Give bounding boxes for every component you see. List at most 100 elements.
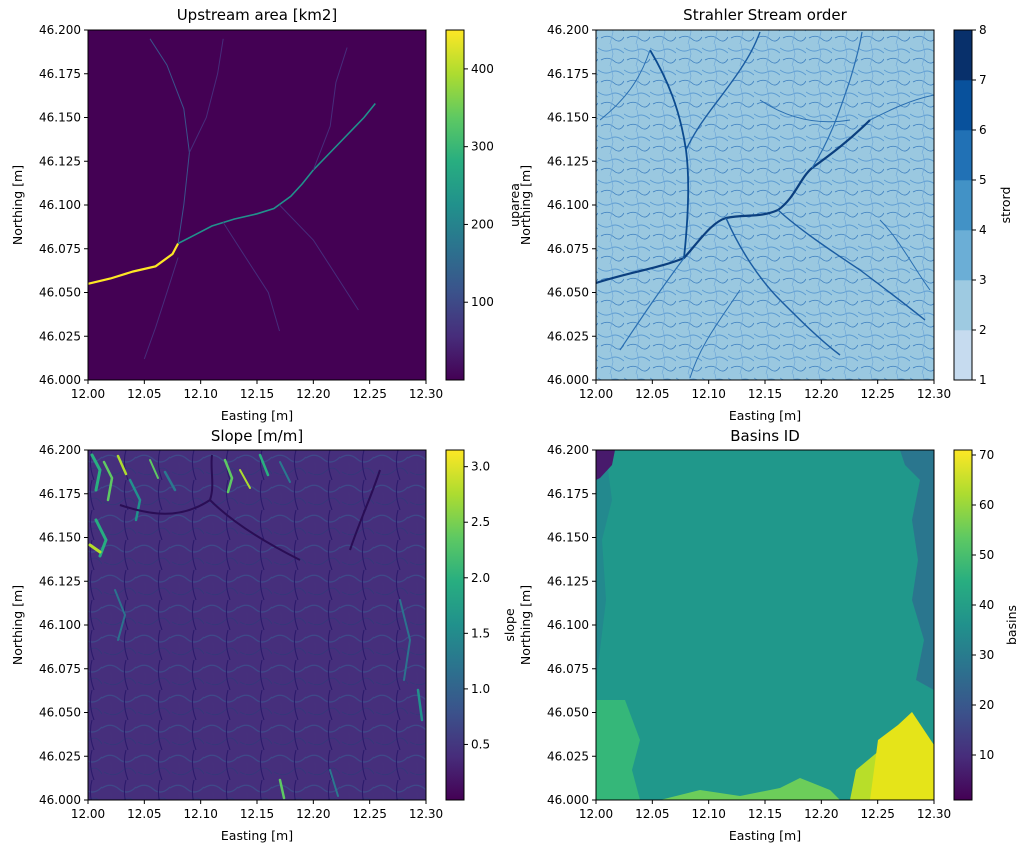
- stream-trib-sw: [143, 257, 179, 360]
- y-tick-label: 46.075: [547, 242, 589, 256]
- colorbar-tick-label: 50: [979, 548, 994, 562]
- x-tick-label: 12.30: [917, 807, 951, 821]
- panel2-ylabel: Northing [m]: [518, 165, 533, 245]
- y-tick-label: 46.000: [39, 373, 81, 387]
- x-tick-label: 12.00: [71, 807, 105, 821]
- x-tick-label: 12.00: [579, 807, 613, 821]
- y-tick-label: 46.025: [39, 329, 81, 343]
- panel1-colorbar-frame: [445, 29, 465, 381]
- stream-trib-north: [149, 38, 190, 244]
- panel-upstream-area: Upstream area [km2] 12.00 12.05 12.10 12.15…: [10, 6, 522, 423]
- basin-south: [660, 778, 840, 800]
- y-tick-label: 46.075: [39, 662, 81, 676]
- panel3-valleys: [119, 454, 381, 561]
- colorbar-tick-label: 60: [979, 498, 994, 512]
- colorbar-tick-label: 6: [979, 123, 987, 137]
- colorbar-tick-label: 100: [471, 295, 494, 309]
- panel-strahler: Strahler Stream order 12.00 12.05 12.10 12.…: [518, 6, 1013, 423]
- panel1-colorbar-label: uparea: [507, 183, 522, 227]
- panel2-xlabel: Easting [m]: [729, 408, 801, 423]
- stream-main-mid: [177, 102, 376, 245]
- panel4-y-ticks: 46.000 46.025 46.050 46.075 46.100 46.125 46.1…: [547, 443, 596, 807]
- y-tick-label: 46.050: [547, 706, 589, 720]
- y-tick-label: 46.150: [547, 111, 589, 125]
- y-tick-label: 46.175: [547, 67, 589, 81]
- x-tick-label: 12.05: [127, 387, 161, 401]
- colorbar-tick-label: 2.0: [471, 571, 490, 585]
- panel2-colorbar-ticks: 1 2 3 4 5 6 7 8: [972, 23, 987, 387]
- stream-trib-ne: [312, 47, 348, 171]
- colorbar-tick-label: 200: [471, 217, 494, 231]
- colorbar-tick-label: 70: [979, 448, 994, 462]
- x-tick-label: 12.10: [691, 807, 725, 821]
- x-tick-label: 12.15: [240, 807, 274, 821]
- panel2-colorbar-label: strord: [998, 187, 1013, 224]
- colorbar-tick-label: 4: [979, 223, 987, 237]
- y-tick-label: 46.200: [39, 443, 81, 457]
- y-tick-label: 46.025: [547, 329, 589, 343]
- stream-trib-north2: [188, 38, 224, 153]
- colorbar-tick-label: 400: [471, 62, 494, 76]
- colorbar-tick-label: 1.0: [471, 682, 490, 696]
- x-tick-label: 12.20: [296, 807, 330, 821]
- panel1-title: Upstream area [km2]: [177, 6, 338, 24]
- y-tick-label: 46.025: [547, 749, 589, 763]
- colorbar-bin: [954, 330, 972, 381]
- x-tick-label: 12.10: [691, 387, 725, 401]
- basin-nw-corner: [596, 450, 615, 480]
- colorbar-tick-label: 40: [979, 598, 994, 612]
- y-tick-label: 46.175: [39, 67, 81, 81]
- basin-se: [870, 712, 934, 800]
- y-tick-label: 46.100: [39, 198, 81, 212]
- colorbar-tick-label: 3.0: [471, 460, 490, 474]
- stream-trib-s: [222, 222, 280, 332]
- y-tick-label: 46.000: [547, 373, 589, 387]
- panel4-colorbar-label: basins: [1004, 605, 1019, 645]
- panel1-x-ticks: 12.00 12.05 12.10 12.15 12.20 12.25 12.30: [71, 380, 443, 401]
- panel2-stream-texture: [596, 30, 934, 380]
- panel4-ylabel: Northing [m]: [518, 585, 533, 665]
- panel3-texture: [88, 450, 426, 800]
- y-tick-label: 46.075: [547, 662, 589, 676]
- panel3-ylabel: Northing [m]: [10, 585, 25, 665]
- panel2-main-streams: [596, 31, 934, 379]
- y-tick-label: 46.150: [39, 531, 81, 545]
- x-tick-label: 12.10: [183, 387, 217, 401]
- y-tick-label: 46.050: [547, 286, 589, 300]
- x-tick-label: 12.20: [804, 387, 838, 401]
- panel1-xlabel: Easting [m]: [221, 408, 293, 423]
- colorbar-tick-label: 5: [979, 173, 987, 187]
- x-tick-label: 12.25: [352, 807, 386, 821]
- panel3-colorbar-ticks: 0.5 1.0 1.5 2.0 2.5 3.0: [464, 460, 490, 751]
- panel1-y-ticks: 46.000 46.025 46.050 46.075 46.100 46.125 46.1…: [39, 23, 88, 387]
- x-tick-label: 12.20: [296, 387, 330, 401]
- basin-west: [596, 450, 612, 680]
- y-tick-label: 46.000: [39, 793, 81, 807]
- panel1-streams: [87, 38, 376, 360]
- x-tick-label: 12.05: [127, 807, 161, 821]
- colorbar-tick-label: 300: [471, 140, 494, 154]
- panel4-colorbar-ticks: 10 20 30 40 50 60 70: [972, 448, 994, 762]
- y-tick-label: 46.200: [39, 23, 81, 37]
- panel4-xlabel: Easting [m]: [729, 828, 801, 843]
- x-tick-label: 12.30: [409, 807, 443, 821]
- colorbar-tick-label: 8: [979, 23, 987, 37]
- x-tick-label: 12.15: [748, 387, 782, 401]
- y-tick-label: 46.175: [547, 487, 589, 501]
- x-tick-label: 12.05: [635, 387, 669, 401]
- panel2-x-ticks: 12.00 12.05 12.10 12.15 12.20 12.25 12.30: [579, 380, 951, 401]
- basin-main: [596, 450, 934, 800]
- y-tick-label: 46.100: [39, 618, 81, 632]
- colorbar-bin: [954, 230, 972, 281]
- panel3-x-ticks: 12.00 12.05 12.10 12.15 12.20 12.25 12.30: [71, 800, 443, 821]
- y-tick-label: 46.075: [39, 242, 81, 256]
- y-tick-label: 46.125: [39, 574, 81, 588]
- x-tick-label: 12.15: [240, 387, 274, 401]
- panel4-x-ticks: 12.00 12.05 12.10 12.15 12.20 12.25 12.30: [579, 800, 951, 821]
- panel2-title: Strahler Stream order: [683, 6, 847, 24]
- y-tick-label: 46.125: [547, 154, 589, 168]
- x-tick-label: 12.00: [579, 387, 613, 401]
- colorbar-tick-label: 30: [979, 648, 994, 662]
- colorbar-tick-label: 2: [979, 323, 987, 337]
